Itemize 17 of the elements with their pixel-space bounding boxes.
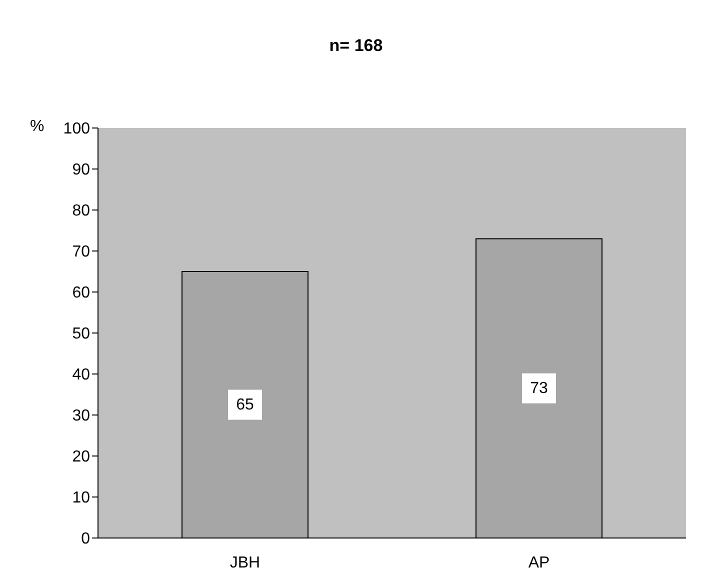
- y-tick-label: 20: [72, 448, 90, 466]
- y-tick-label: 80: [72, 202, 90, 220]
- y-tick-label: 100: [63, 120, 90, 138]
- y-tick-label: 70: [72, 244, 90, 261]
- chart-title: n= 168: [328, 36, 384, 56]
- y-tick-label: 10: [72, 490, 90, 507]
- y-tick-label: 90: [72, 162, 90, 179]
- data-label: 73: [530, 380, 548, 397]
- x-tick-label: AP: [528, 554, 550, 572]
- y-axis-title: %: [30, 118, 44, 136]
- x-tick-label: JBH: [230, 554, 260, 572]
- y-tick-label: 40: [72, 366, 90, 384]
- y-tick-label: 0: [81, 530, 90, 548]
- y-tick-label: 60: [72, 284, 90, 302]
- y-tick-label: 30: [72, 408, 90, 425]
- data-label: 65: [236, 396, 254, 414]
- y-tick-label: 50: [72, 326, 90, 343]
